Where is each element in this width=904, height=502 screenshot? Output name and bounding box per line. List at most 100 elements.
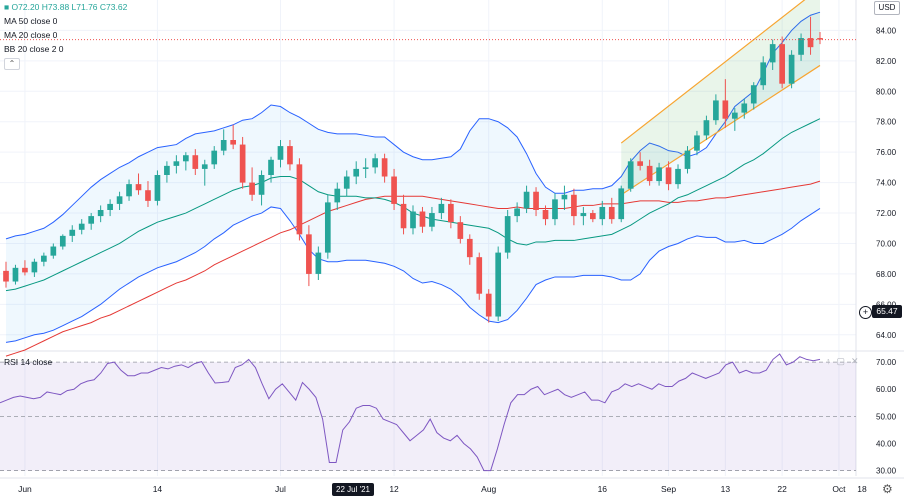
candle (59, 234, 66, 250)
candle-body (476, 257, 483, 294)
candle-body (571, 194, 577, 217)
bb-upper-line (5, 11, 821, 240)
candle (627, 158, 634, 192)
rsi-tick-label: 70.00 (876, 358, 897, 367)
candle-body (391, 176, 397, 204)
candle (523, 185, 530, 214)
time-tick-label: 13 (721, 484, 731, 494)
candle (145, 181, 151, 207)
close-icon[interactable]: ✕ (851, 356, 865, 366)
currency-selector[interactable]: USD (874, 1, 900, 15)
legend-ma50[interactable]: MA 50 close 0 (4, 16, 57, 26)
candle-body (438, 203, 445, 214)
candle-body (466, 238, 473, 258)
candle (324, 194, 331, 259)
time-tick-label: Jun (18, 484, 32, 494)
candle (466, 234, 473, 265)
candle-body (97, 210, 104, 217)
candle-body (731, 112, 738, 119)
candle-body (798, 38, 804, 55)
candle-body (457, 222, 464, 239)
candle (211, 146, 218, 169)
candle (608, 197, 615, 224)
price-tick-label: 64.00 (876, 331, 897, 340)
candle-body (637, 161, 644, 166)
candle-body (542, 210, 549, 220)
rsi-label: RSI 14 close (4, 357, 53, 367)
candle-body (722, 100, 729, 119)
candle-body (154, 175, 161, 201)
candle (713, 94, 719, 125)
plus-circle-icon[interactable]: + (859, 306, 872, 319)
candle (703, 115, 710, 140)
candle-body (684, 150, 691, 169)
candle (694, 130, 700, 156)
candle (779, 36, 785, 89)
candle (249, 167, 255, 201)
candle (50, 243, 57, 259)
candle (381, 153, 388, 183)
candle-body (741, 103, 748, 113)
candle (239, 136, 246, 189)
candle (230, 124, 237, 150)
price-tick-label: 84.00 (876, 26, 897, 35)
candle (769, 39, 776, 70)
candle (164, 161, 170, 183)
time-tick-label: 22 (777, 484, 787, 494)
time-tick-label: Jul (275, 484, 286, 494)
bb-lower-line (5, 206, 821, 343)
candle-body (561, 194, 568, 200)
candle-body (400, 203, 407, 229)
candle (315, 246, 322, 280)
channel-upper-line (620, 0, 806, 144)
candle-body (230, 140, 237, 145)
candle (201, 159, 208, 186)
price-tick-label: 78.00 (876, 118, 897, 127)
candle (656, 162, 662, 186)
maximize-icon[interactable]: ▢ (836, 356, 852, 366)
price-tick-label: 72.00 (876, 209, 897, 218)
candle-body (239, 144, 246, 183)
candle-body (343, 176, 350, 189)
candle-body (599, 206, 606, 220)
legend-bb[interactable]: BB 20 close 2 0 (4, 44, 64, 54)
candle (448, 199, 454, 229)
candle-body (50, 246, 57, 256)
rsi-pane-controls: ↑▢✕ (826, 356, 865, 367)
candle-body (779, 44, 785, 84)
collapse-legend-button[interactable]: ⌃ (4, 58, 20, 70)
candle-body (713, 100, 719, 121)
rsi-tick-label: 60.00 (876, 385, 897, 394)
candle-body (627, 161, 634, 189)
gear-icon[interactable]: ⚙ (882, 482, 893, 496)
candle-body (220, 140, 227, 151)
candle (220, 129, 227, 156)
price-tick-label: 70.00 (876, 239, 897, 248)
candle-body (589, 213, 596, 220)
price-tick-label: 82.00 (876, 57, 897, 66)
arrow-up-icon[interactable]: ↑ (826, 356, 837, 366)
candle (589, 210, 596, 223)
candle (675, 164, 681, 189)
candle (684, 146, 691, 174)
candle-body (514, 208, 520, 217)
legend-ma20[interactable]: MA 20 close 0 (4, 30, 57, 40)
candle-body (807, 38, 814, 48)
rsi-legend[interactable]: RSI 14 close (4, 357, 52, 367)
candle (31, 258, 38, 277)
candle-body (41, 255, 47, 262)
candle-body (410, 211, 416, 229)
candle (173, 155, 180, 174)
candle (12, 264, 19, 285)
candle (362, 158, 369, 179)
time-tick-label: 12 (389, 484, 399, 494)
candle (722, 79, 729, 128)
candle-body (135, 184, 142, 191)
candle-body (306, 234, 312, 274)
candle-body (277, 146, 284, 160)
candle (561, 185, 568, 210)
candle-body (22, 267, 28, 273)
candle-body (448, 203, 454, 223)
time-tick-label: Aug (481, 484, 496, 494)
